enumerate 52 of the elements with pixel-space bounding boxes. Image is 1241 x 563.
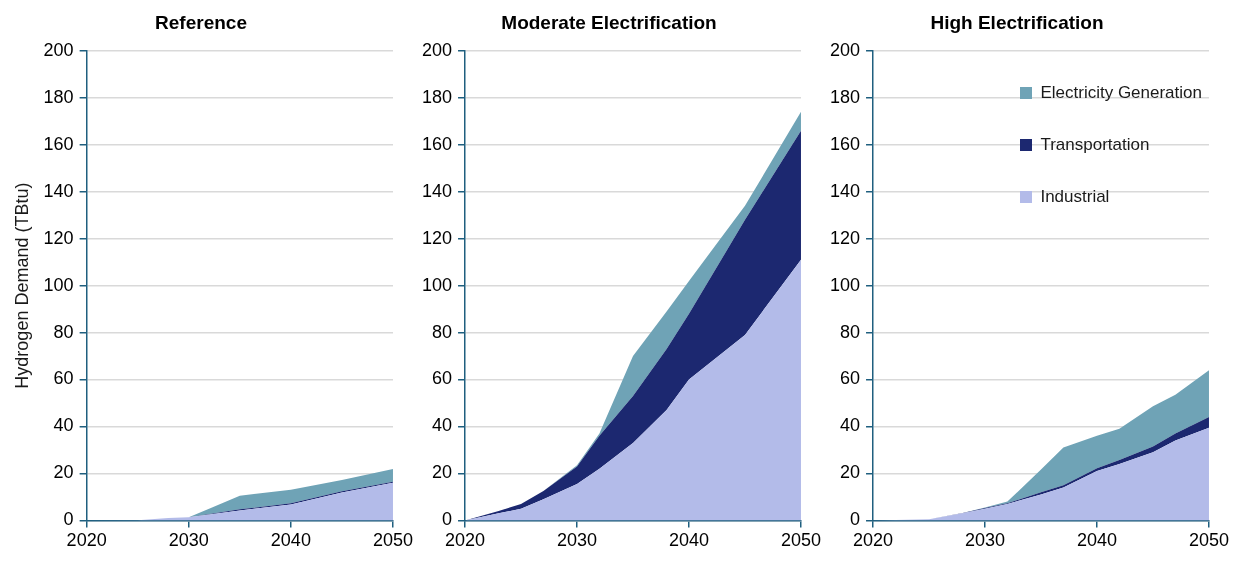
chart-title: Reference: [155, 11, 247, 33]
y-axis-title: Hydrogen Demand (TBtu): [11, 182, 32, 389]
y-tick-label: 40: [432, 415, 453, 436]
x-tick-label: 2020: [853, 530, 894, 551]
y-tick-label: 80: [53, 321, 74, 342]
chart-title: High Electrification: [930, 11, 1104, 33]
y-tick-label: 80: [432, 321, 453, 342]
y-tick-label: 140: [43, 180, 74, 201]
y-tick-label: 200: [43, 39, 74, 60]
x-tick-label: 2020: [445, 530, 486, 551]
y-tick-label: 180: [43, 86, 74, 107]
y-tick-label: 100: [421, 274, 453, 295]
y-tick-label: 200: [421, 39, 453, 60]
y-tick-label: 80: [840, 321, 861, 342]
x-tick-label: 2050: [372, 530, 413, 551]
y-tick-label: 0: [850, 509, 861, 530]
y-tick-label: 0: [442, 509, 453, 530]
y-tick-label: 160: [421, 133, 453, 154]
y-tick-label: 160: [829, 133, 861, 154]
legend-label: Transportation: [1040, 135, 1150, 155]
y-tick-label: 160: [43, 133, 74, 154]
y-tick-label: 100: [43, 274, 74, 295]
y-tick-label: 120: [829, 227, 861, 248]
x-tick-label: 2040: [270, 530, 311, 551]
x-tick-label: 2030: [168, 530, 209, 551]
y-tick-label: 0: [63, 509, 74, 530]
y-tick-label: 140: [421, 180, 453, 201]
y-tick-label: 60: [840, 368, 861, 389]
x-tick-label: 2030: [964, 530, 1006, 551]
x-tick-label: 2020: [66, 530, 107, 551]
y-tick-label: 100: [829, 274, 861, 295]
legend-label: Industrial: [1040, 187, 1110, 207]
x-tick-label: 2050: [780, 530, 821, 551]
y-tick-label: 60: [432, 368, 453, 389]
x-tick-label: 2040: [1076, 530, 1118, 551]
chart-title: Moderate Electrification: [501, 11, 717, 33]
y-tick-label: 120: [421, 227, 453, 248]
y-tick-label: 20: [432, 462, 453, 483]
y-tick-label: 60: [53, 368, 74, 389]
y-tick-label: 180: [421, 86, 453, 107]
y-tick-label: 120: [43, 227, 74, 248]
y-tick-label: 40: [53, 415, 74, 436]
y-tick-label: 200: [829, 39, 861, 60]
y-tick-label: 40: [840, 415, 861, 436]
legend-label: Electricity Generation: [1040, 83, 1202, 103]
y-tick-label: 20: [840, 462, 861, 483]
x-tick-label: 2050: [1188, 530, 1229, 551]
x-tick-label: 2030: [556, 530, 598, 551]
y-tick-label: 20: [53, 462, 74, 483]
y-tick-label: 180: [829, 86, 861, 107]
y-tick-label: 140: [829, 180, 861, 201]
x-tick-label: 2040: [668, 530, 710, 551]
